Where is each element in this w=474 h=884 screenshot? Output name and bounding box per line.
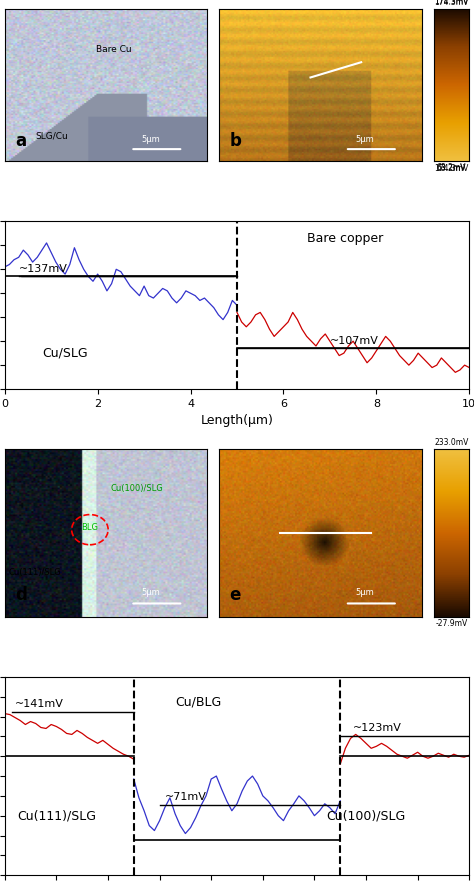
Text: 5μm: 5μm <box>356 588 374 597</box>
Text: 63.2mV: 63.2mV <box>437 164 466 173</box>
Text: Cu(100)/SLG: Cu(100)/SLG <box>110 484 163 493</box>
Text: e: e <box>229 586 241 604</box>
Text: 63.2mV: 63.2mV <box>437 163 466 171</box>
Text: SLG/Cu: SLG/Cu <box>35 132 68 141</box>
Text: ~123mV: ~123mV <box>353 723 402 734</box>
Text: 174.3mV: 174.3mV <box>434 0 469 7</box>
Text: ~71mV: ~71mV <box>165 792 207 802</box>
Text: d: d <box>15 586 27 604</box>
Text: Bare Cu: Bare Cu <box>96 44 132 54</box>
Text: BLG: BLG <box>82 522 99 531</box>
Text: 5μm: 5μm <box>141 588 160 597</box>
Text: ~107mV: ~107mV <box>330 336 379 346</box>
Text: ~141mV: ~141mV <box>15 698 64 709</box>
Text: Cu(111)/SLG: Cu(111)/SLG <box>9 568 62 577</box>
Text: b: b <box>229 132 241 150</box>
Text: -27.9mV: -27.9mV <box>436 619 468 628</box>
Text: a: a <box>15 132 26 150</box>
Text: 5μm: 5μm <box>141 134 160 143</box>
Text: 5μm: 5μm <box>356 134 374 143</box>
Text: Cu/BLG: Cu/BLG <box>175 695 221 708</box>
Text: 174.3mV: 174.3mV <box>434 164 469 173</box>
Text: Cu/SLG: Cu/SLG <box>42 347 88 360</box>
Text: 233.0mV: 233.0mV <box>434 438 469 447</box>
Text: Bare copper: Bare copper <box>307 232 383 245</box>
Text: 174.3mV: 174.3mV <box>434 0 469 6</box>
Text: Cu(111)/SLG: Cu(111)/SLG <box>18 809 97 822</box>
X-axis label: Length(μm): Length(μm) <box>201 415 273 427</box>
Text: ~137mV: ~137mV <box>18 264 68 274</box>
Text: Cu(100)/SLG: Cu(100)/SLG <box>327 809 406 822</box>
